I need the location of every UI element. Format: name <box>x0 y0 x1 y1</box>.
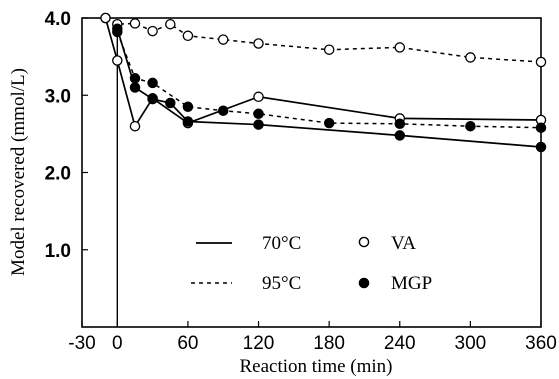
x-tick-label: 240 <box>384 333 416 354</box>
y-tick-label: 3.0 <box>45 86 71 107</box>
va-point <box>129 120 141 132</box>
x-tick-label: 120 <box>243 333 275 354</box>
y-tick-label: 1.0 <box>45 241 71 262</box>
va-point <box>535 56 547 68</box>
legend-label-70: 70°C <box>262 233 301 254</box>
mgp-point <box>182 101 194 113</box>
mgp-point <box>129 82 141 93</box>
mgp-point <box>535 141 547 153</box>
va-point <box>323 44 335 55</box>
x-tick-label: 360 <box>525 333 557 354</box>
va-point <box>394 42 406 53</box>
plot-frame <box>81 17 542 328</box>
legend: 70°C 95°C VA MGP <box>191 233 432 294</box>
va-point <box>217 34 229 45</box>
va-point <box>147 25 158 37</box>
mgp-point <box>253 108 264 120</box>
y-tick-label: 2.0 <box>45 164 71 185</box>
legend-label-mgp: MGP <box>391 273 432 294</box>
mgp-point <box>323 117 335 129</box>
mgp-point <box>147 77 158 89</box>
va-point <box>100 12 111 24</box>
mgp-point <box>182 116 194 127</box>
x-tick-label: 300 <box>455 333 487 354</box>
mgp-point <box>394 118 406 130</box>
va-point <box>253 91 264 103</box>
mgp-point <box>394 130 406 141</box>
axis-ticks <box>81 17 542 327</box>
y-axis-title: Model recovered (mmol/L) <box>8 68 29 276</box>
mgp-point <box>147 93 158 105</box>
x-axis-title: Reaction time (min) <box>239 356 392 377</box>
va-point <box>182 30 194 42</box>
mgp-point <box>535 122 547 133</box>
mgp-point <box>253 119 264 130</box>
legend-marker-va <box>358 236 370 248</box>
series-line <box>116 31 542 129</box>
x-tick-label: -30 <box>68 333 95 354</box>
mgp-point <box>165 97 176 109</box>
va-point <box>129 18 141 29</box>
series-line <box>105 17 542 63</box>
mgp-point <box>465 120 476 132</box>
mgp-point <box>217 105 229 116</box>
va-point <box>165 18 176 30</box>
series-layer <box>100 12 547 327</box>
tick-labels: -30 0 60 120 180 240 300 360 1.0 2.0 3.0 4.0 <box>45 9 557 354</box>
series-line <box>104 17 542 129</box>
va-point <box>465 52 476 63</box>
legend-label-95: 95°C <box>262 273 301 294</box>
mgp-point <box>129 73 141 84</box>
legend-marker-mgp <box>358 277 370 289</box>
x-tick-label: 0 <box>112 333 123 354</box>
x-tick-label: 60 <box>177 333 198 354</box>
va-point <box>253 38 264 49</box>
x-tick-label: 180 <box>313 333 345 354</box>
mgp-point <box>112 23 123 35</box>
y-tick-label: 4.0 <box>45 9 71 30</box>
va-point <box>112 55 123 66</box>
legend-label-va: VA <box>391 233 416 254</box>
